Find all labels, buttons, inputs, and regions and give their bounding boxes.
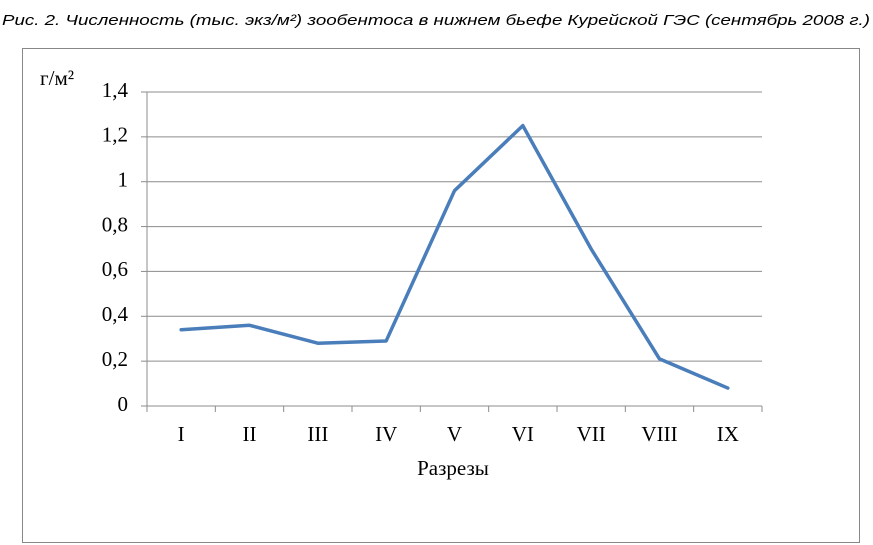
y-tick-label: 0,6 (102, 257, 128, 281)
x-tick-label: VI (512, 422, 534, 446)
x-tick-label: III (307, 422, 328, 446)
y-tick-label: 0,2 (102, 347, 128, 371)
y-tick-label: 0 (118, 392, 129, 416)
x-tick-label: VII (577, 422, 606, 446)
x-axis-label: Разрезы (417, 456, 489, 480)
y-tick-label: 1,4 (102, 78, 129, 102)
x-tick-label: IV (375, 422, 397, 446)
x-tick-label: II (243, 422, 257, 446)
x-tick-label: VIII (641, 422, 677, 446)
y-tick-label: 1,2 (102, 123, 128, 147)
chart-title: Рис. 2. Численность (тыс. экз/м²) зообен… (2, 12, 870, 29)
y-axis-label: г/м² (40, 66, 74, 90)
chart-frame (22, 48, 860, 543)
y-tick-label: 0,8 (102, 212, 128, 236)
x-tick-label: I (178, 422, 185, 446)
data-line (179, 123, 730, 390)
y-tick-label: 1 (118, 168, 129, 192)
y-tick-label: 0,4 (102, 302, 129, 326)
x-tick-label: IX (717, 422, 739, 446)
x-tick-label: V (447, 422, 462, 446)
